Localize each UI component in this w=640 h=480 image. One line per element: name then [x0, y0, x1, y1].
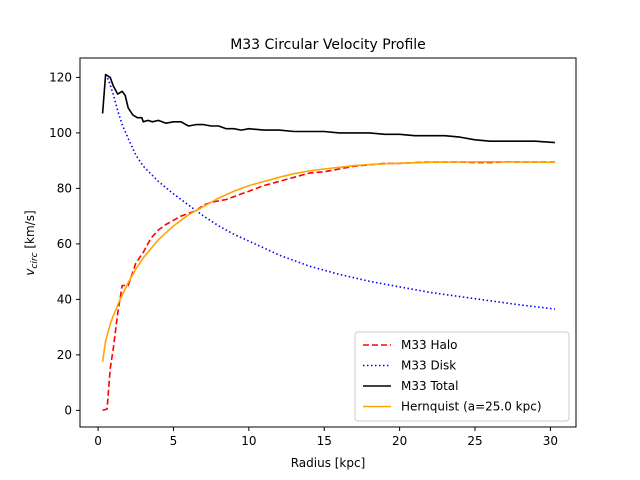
y-tick-label: 80 [57, 181, 72, 195]
legend-label-4: Hernquist (a=25.0 kpc) [401, 400, 542, 414]
y-tick-label: 60 [57, 237, 72, 251]
y-tick-label: 0 [64, 403, 72, 417]
y-axis-ticks: 0 20 40 60 80 100 120 [49, 70, 80, 417]
x-tick-label: 25 [467, 434, 482, 448]
plot-area [101, 73, 555, 412]
series-line-2 [104, 74, 555, 310]
y-tick-label: 40 [57, 292, 72, 306]
y-axis-label-sub: circ [30, 252, 40, 268]
x-tick-label: 5 [170, 434, 178, 448]
x-tick-label: 30 [543, 434, 558, 448]
y-axis-label-main: v [23, 268, 37, 276]
x-axis-ticks: 0 5 10 15 20 25 30 [94, 427, 558, 448]
series-line-3 [101, 73, 555, 144]
legend-label-2: M33 Disk [401, 359, 456, 373]
legend-label-3: M33 Total [401, 379, 458, 393]
y-axis-label-unit: [km/s] [23, 210, 37, 252]
x-tick-label: 10 [241, 434, 256, 448]
x-tick-label: 20 [392, 434, 407, 448]
series-line-4 [101, 161, 555, 362]
y-tick-label: 20 [57, 348, 72, 362]
legend-box [354, 331, 570, 422]
x-tick-label: 15 [317, 434, 332, 448]
y-tick-label: 100 [49, 126, 72, 140]
chart-title: M33 Circular Velocity Profile [230, 37, 426, 53]
y-axis-label: vcirc [km/s] [23, 210, 40, 275]
legend: M33 Halo M33 Disk M33 Total Hernquist (a=25… [354, 331, 570, 422]
x-axis-label: Radius [kpc] [291, 456, 366, 470]
plot-frame [79, 57, 577, 428]
x-tick-label: 0 [94, 434, 102, 448]
y-tick-label: 120 [49, 70, 72, 84]
legend-label-1: M33 Halo [401, 338, 458, 352]
